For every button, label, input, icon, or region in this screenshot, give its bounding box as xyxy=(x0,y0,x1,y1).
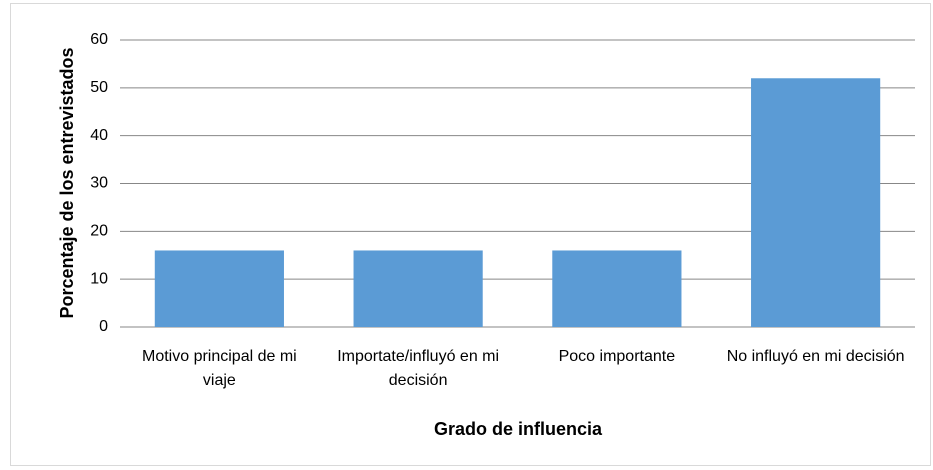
x-axis-title: Grado de influencia xyxy=(434,419,603,439)
x-tick-label: Poco importante xyxy=(558,348,676,365)
y-tick-label: 30 xyxy=(90,175,108,192)
bar xyxy=(751,78,881,328)
y-tick-label: 0 xyxy=(99,318,108,335)
x-tick-label: No influyó en mi decisión xyxy=(726,348,905,365)
y-axis-title: Porcentaje de los entrevistados xyxy=(57,47,77,318)
y-tick-label: 20 xyxy=(90,223,108,240)
bar xyxy=(552,250,682,327)
x-tick-label: Importate/influyó en mi decisión xyxy=(337,348,500,389)
y-tick-label: 50 xyxy=(90,79,108,96)
y-tick-label: 10 xyxy=(90,270,108,287)
x-tick-label: Motivo principal de mi viaje xyxy=(142,348,297,389)
bar xyxy=(353,250,483,327)
y-tick-label: 40 xyxy=(90,127,108,144)
bar xyxy=(154,250,284,327)
y-tick-label: 60 xyxy=(90,31,108,48)
